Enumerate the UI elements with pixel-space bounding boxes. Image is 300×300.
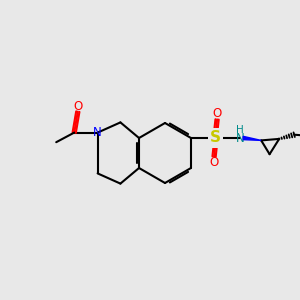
Text: H: H [236, 124, 244, 135]
Text: O: O [209, 156, 219, 169]
Text: N: N [236, 131, 244, 145]
Text: O: O [212, 107, 222, 120]
Text: N: N [93, 126, 102, 139]
Text: S: S [210, 130, 221, 146]
Polygon shape [243, 136, 261, 140]
Text: O: O [73, 100, 83, 113]
